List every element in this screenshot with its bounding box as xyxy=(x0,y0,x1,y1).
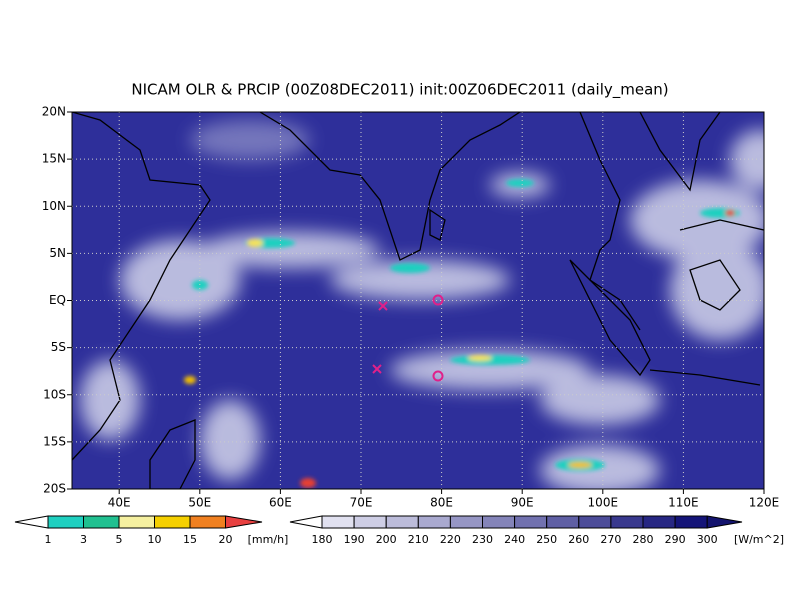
colorbar-arrow xyxy=(706,515,743,529)
colorbar-box xyxy=(417,515,451,529)
colorbar-label: 5 xyxy=(116,533,123,546)
lon-label: 110E xyxy=(668,496,699,510)
colorbar-label: 3 xyxy=(80,533,87,546)
colorbar-label: 250 xyxy=(536,533,557,546)
colorbar-unit: [mm/h] xyxy=(248,533,289,546)
lon-label: 60E xyxy=(269,496,292,510)
olr-colorbar: 180 190 200 210 220 230 240 250 260 270 280 290 300 [… xyxy=(289,515,784,546)
lon-label: 120E xyxy=(749,496,780,510)
lat-label: 20S xyxy=(43,482,66,496)
markers xyxy=(372,294,444,382)
colorbar-box xyxy=(610,515,644,529)
colorbar-box xyxy=(154,515,191,529)
colorbar-box xyxy=(674,515,708,529)
lat-label: 10S xyxy=(43,387,66,401)
colorbar-box xyxy=(385,515,419,529)
precip-colorbar: 1 3 5 10 15 20 [mm/h] xyxy=(14,515,289,546)
colorbar-label: 270 xyxy=(600,533,621,546)
lon-label: 80E xyxy=(430,496,453,510)
map-title: NICAM OLR & PRCIP (00Z08DEC2011) init:00… xyxy=(131,81,668,100)
colorbar-arrow xyxy=(14,515,49,529)
colorbar-label: 10 xyxy=(148,533,162,546)
lon-label: 50E xyxy=(188,496,211,510)
lat-label: EQ xyxy=(49,293,66,307)
colorbar-box xyxy=(353,515,387,529)
colorbar-box xyxy=(83,515,120,529)
lon-label: 100E xyxy=(588,496,619,510)
lon-label: 90E xyxy=(511,496,534,510)
colorbar-label: 290 xyxy=(665,533,686,546)
colorbar-label: 280 xyxy=(633,533,654,546)
cloud-field xyxy=(80,120,764,489)
colorbar-label: 220 xyxy=(440,533,461,546)
map-area xyxy=(72,112,764,489)
colorbar-box xyxy=(578,515,612,529)
colorbar-label: 1 xyxy=(45,533,52,546)
colorbar-box xyxy=(642,515,676,529)
lat-label: 15N xyxy=(42,152,66,166)
coastlines xyxy=(72,112,764,489)
colorbar-unit: [W/m^2] xyxy=(734,533,784,546)
colorbar-label: 210 xyxy=(408,533,429,546)
colorbar-label: 240 xyxy=(504,533,525,546)
colorbar-label: 300 xyxy=(697,533,718,546)
lat-label: 10N xyxy=(42,199,66,213)
colorbar-box xyxy=(321,515,355,529)
colorbar-box xyxy=(118,515,155,529)
axis-labels: 20N 15N 10N 5N EQ 5S 10S 15S 20S 40E 50E 60E 70E 80E 9… xyxy=(42,105,780,510)
colorbar-label: 20 xyxy=(219,533,233,546)
colorbar-label: 260 xyxy=(568,533,589,546)
colorbar-box xyxy=(546,515,580,529)
colorbar-box xyxy=(449,515,483,529)
colorbar-label: 190 xyxy=(344,533,365,546)
colorbar-label: 200 xyxy=(376,533,397,546)
colorbar-label: 15 xyxy=(183,533,197,546)
colorbar-box xyxy=(482,515,516,529)
lat-label: 5S xyxy=(51,340,66,354)
lat-label: 20N xyxy=(42,105,66,119)
colorbar-arrow xyxy=(225,515,263,529)
colorbar-box xyxy=(189,515,226,529)
lon-label: 40E xyxy=(108,496,131,510)
colorbar-arrow xyxy=(289,515,323,529)
lat-label: 15S xyxy=(43,434,66,448)
colorbar-label: 180 xyxy=(312,533,333,546)
colorbar-box xyxy=(47,515,84,529)
lon-label: 70E xyxy=(350,496,373,510)
lat-label: 5N xyxy=(49,246,66,260)
colorbar-label: 230 xyxy=(472,533,493,546)
colorbar-box xyxy=(514,515,548,529)
